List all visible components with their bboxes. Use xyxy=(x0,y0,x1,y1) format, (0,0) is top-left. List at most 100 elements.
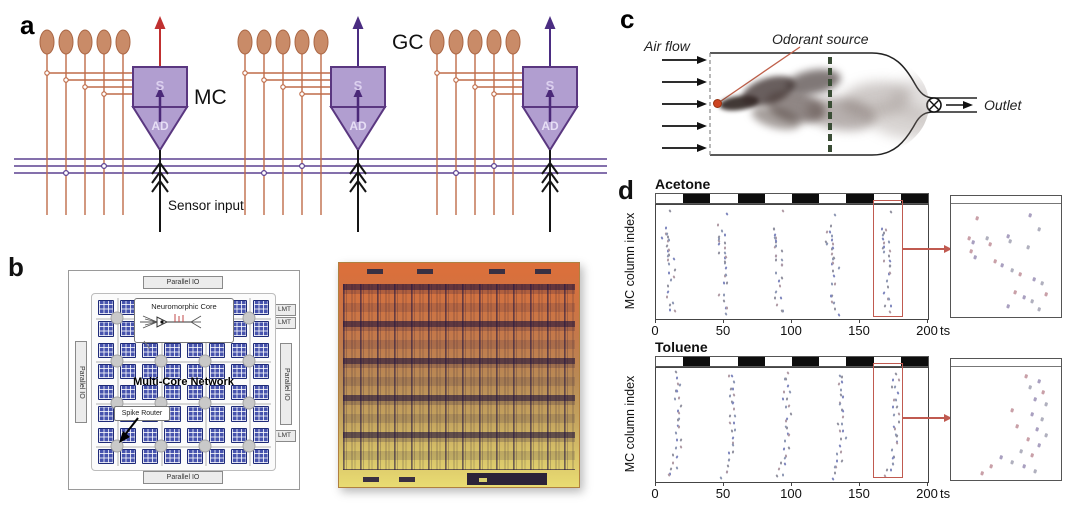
spike-dot xyxy=(836,422,840,426)
spike-dot xyxy=(733,379,736,384)
inset-spike-dot xyxy=(1021,464,1026,469)
spike-dot xyxy=(781,473,785,477)
spike-dot xyxy=(782,447,786,451)
neuromorphic-core-block xyxy=(98,300,115,316)
x-tick-label: 150 xyxy=(848,486,870,501)
spike-dot xyxy=(675,389,679,394)
toluene-raster-plot xyxy=(655,367,929,483)
spike-dot xyxy=(732,407,736,411)
neuromorphic-core-block xyxy=(252,321,269,337)
spike-dot xyxy=(831,260,835,265)
spike-dot xyxy=(831,246,835,250)
spike-dot xyxy=(830,282,834,286)
inset-spike-dot xyxy=(1030,412,1035,417)
spike-dot xyxy=(718,237,721,241)
spike-router-node xyxy=(154,354,168,368)
inset-spike-dot xyxy=(1037,226,1041,231)
neuromorphic-core-block xyxy=(252,385,269,401)
outlet-label: Outlet xyxy=(984,97,1022,113)
toluene-highlight-box xyxy=(873,363,903,478)
spike-dot xyxy=(728,421,732,426)
noc-channel xyxy=(96,403,271,405)
spike-dot xyxy=(677,411,681,415)
spike-dot xyxy=(667,253,670,257)
outlet-fan-icon xyxy=(926,97,942,113)
spike-dot xyxy=(717,292,721,297)
inset-spike-dot xyxy=(1009,407,1014,412)
spike-dot xyxy=(728,394,732,398)
spike-dot xyxy=(784,405,787,409)
neuromorphic-core-block xyxy=(252,300,269,316)
neuromorphic-core-block xyxy=(186,363,203,379)
spike-dot xyxy=(784,377,788,381)
spike-dot xyxy=(831,476,835,481)
chip-circuit-texture xyxy=(343,284,575,470)
x-tick-label: 200 xyxy=(916,323,938,338)
parallel-io-left: Parallel IO xyxy=(75,341,87,423)
neuromorphic-core-block xyxy=(186,406,203,422)
ad-label-1: AD xyxy=(151,119,169,133)
acetone-inset xyxy=(950,195,1062,318)
inset-spike-dot xyxy=(1026,244,1030,249)
inset-spike-dot xyxy=(973,255,977,260)
neuromorphic-core-block xyxy=(230,385,247,401)
spike-dot xyxy=(780,263,784,268)
spike-dot xyxy=(675,446,678,451)
neuromorphic-core-block xyxy=(98,385,115,401)
spike-dot xyxy=(787,404,791,409)
ad-label-3: AD xyxy=(541,119,559,133)
inset-spike-dot xyxy=(987,241,992,246)
toluene-x-axis: 0 50 100 150 200 ts xyxy=(651,482,950,501)
toluene-inset-dots xyxy=(951,367,1061,480)
spike-dot xyxy=(722,281,726,285)
spike-dot xyxy=(675,438,678,442)
spike-dot xyxy=(728,414,732,418)
stimulus-block xyxy=(846,194,874,203)
neuron-sketch xyxy=(140,314,202,329)
inset-spike-dot xyxy=(1040,281,1045,286)
neuromorphic-core-block xyxy=(98,448,115,464)
inset-spike-dot xyxy=(975,215,980,220)
spike-dot xyxy=(833,471,836,475)
spike-dot xyxy=(832,212,837,217)
noc-channel xyxy=(117,298,119,466)
inset-spike-dot xyxy=(1008,239,1013,244)
soma-label-2: S xyxy=(354,78,363,93)
spike-dot xyxy=(667,262,671,266)
noc-channel xyxy=(205,298,207,466)
spike-dot xyxy=(825,242,829,247)
spike-dot xyxy=(839,450,842,455)
panel-d-raster-plots: d Acetone MC column index 0 50 100 150 200 ts… xyxy=(600,175,1080,510)
stimulus-block xyxy=(683,194,711,203)
neuromorphic-core-block xyxy=(120,427,137,443)
stimulus-block xyxy=(900,357,928,366)
spike-router-node xyxy=(198,439,212,453)
neuromorphic-core-block xyxy=(230,427,247,443)
chip-pad xyxy=(489,269,505,274)
spike-dot xyxy=(837,266,841,271)
spike-dot xyxy=(783,461,787,466)
spike-dot xyxy=(783,390,786,394)
spike-dot xyxy=(730,373,734,378)
stimulus-block xyxy=(900,194,928,203)
noc-channel xyxy=(96,446,271,448)
noc-channel xyxy=(249,298,251,466)
x-tick-mark xyxy=(655,319,656,323)
neuromorphic-core-block xyxy=(252,448,269,464)
odorant-pointer-line xyxy=(720,46,801,102)
spike-router-node xyxy=(198,354,212,368)
neuromorphic-core-block xyxy=(164,363,181,379)
spike-dot xyxy=(671,461,674,465)
chip-outline: Parallel IO Parallel IO Parallel IO Para… xyxy=(68,270,300,490)
spike-dot xyxy=(716,223,720,228)
multi-core-network-label: Multi-Core Network xyxy=(133,376,234,388)
chip-bottom-mark xyxy=(479,478,487,482)
neuromorphic-core-block xyxy=(252,363,269,379)
spike-router-node xyxy=(110,311,124,325)
spike-dot xyxy=(717,241,721,246)
neuromorphic-core-block xyxy=(120,300,137,316)
x-tick-mark xyxy=(927,482,928,486)
x-tick-label: 100 xyxy=(780,486,802,501)
spike-dot xyxy=(677,418,680,422)
